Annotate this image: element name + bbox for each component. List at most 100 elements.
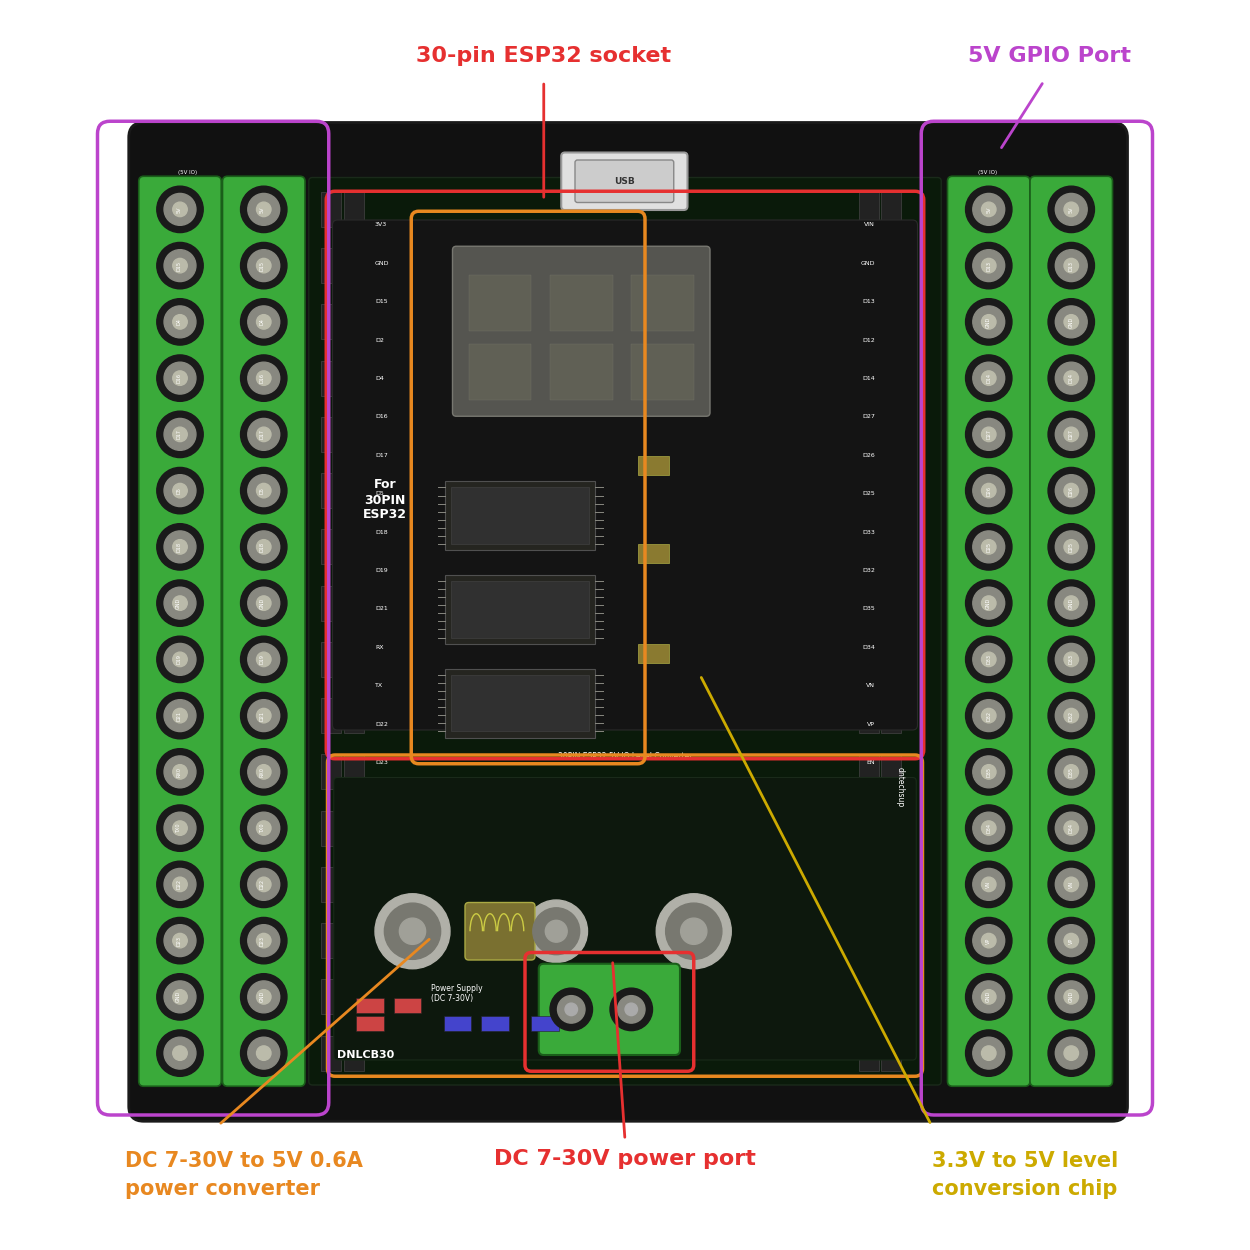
Text: D4: D4 bbox=[375, 376, 384, 381]
Circle shape bbox=[972, 362, 1005, 394]
Circle shape bbox=[240, 918, 288, 964]
Circle shape bbox=[1048, 580, 1095, 626]
Text: D25: D25 bbox=[1069, 542, 1074, 552]
Circle shape bbox=[164, 1038, 196, 1069]
FancyBboxPatch shape bbox=[309, 177, 941, 1085]
Circle shape bbox=[610, 988, 652, 1030]
Bar bbox=[881, 474, 901, 509]
Text: GND: GND bbox=[1069, 991, 1074, 1002]
Text: TX0: TX0 bbox=[260, 824, 265, 832]
FancyBboxPatch shape bbox=[451, 581, 589, 638]
Bar bbox=[344, 585, 364, 620]
FancyBboxPatch shape bbox=[356, 1016, 384, 1031]
Bar bbox=[344, 530, 364, 565]
Circle shape bbox=[1048, 918, 1095, 964]
Text: D17: D17 bbox=[260, 429, 265, 439]
Circle shape bbox=[981, 202, 996, 216]
Text: D2: D2 bbox=[375, 338, 384, 342]
Circle shape bbox=[240, 693, 288, 739]
Text: USB: USB bbox=[614, 176, 635, 186]
Circle shape bbox=[256, 202, 271, 216]
Circle shape bbox=[972, 925, 1005, 956]
Circle shape bbox=[1048, 355, 1095, 401]
Circle shape bbox=[1055, 419, 1088, 450]
Text: D26: D26 bbox=[1069, 486, 1074, 496]
Text: GND: GND bbox=[260, 598, 265, 609]
Text: D34: D34 bbox=[1069, 822, 1074, 832]
FancyBboxPatch shape bbox=[445, 575, 595, 644]
Text: (5V IO): (5V IO) bbox=[978, 170, 998, 175]
Circle shape bbox=[981, 259, 996, 272]
Text: 30-pin ESP32 socket: 30-pin ESP32 socket bbox=[416, 46, 671, 66]
Text: GND: GND bbox=[1069, 598, 1074, 609]
Circle shape bbox=[156, 242, 204, 289]
Text: D13: D13 bbox=[862, 299, 875, 304]
Circle shape bbox=[545, 920, 568, 942]
Text: DNLCB30: DNLCB30 bbox=[338, 1050, 395, 1060]
Text: D4: D4 bbox=[260, 319, 265, 325]
Circle shape bbox=[248, 812, 280, 844]
Bar bbox=[344, 642, 364, 678]
Circle shape bbox=[248, 194, 280, 225]
Circle shape bbox=[240, 861, 288, 907]
Circle shape bbox=[240, 524, 288, 570]
Bar bbox=[859, 474, 879, 509]
Circle shape bbox=[385, 902, 441, 960]
Bar bbox=[859, 698, 879, 732]
Text: D19: D19 bbox=[176, 655, 181, 664]
FancyBboxPatch shape bbox=[638, 644, 669, 662]
Circle shape bbox=[565, 1003, 578, 1015]
Circle shape bbox=[1048, 186, 1095, 232]
Bar bbox=[881, 642, 901, 678]
Bar bbox=[344, 810, 364, 845]
Bar bbox=[550, 344, 612, 400]
Text: Power Supply
(DC 7-30V): Power Supply (DC 7-30V) bbox=[431, 984, 482, 1004]
Circle shape bbox=[1055, 1038, 1088, 1069]
Bar bbox=[631, 275, 694, 331]
Circle shape bbox=[256, 259, 271, 272]
Text: D34: D34 bbox=[862, 645, 875, 650]
Circle shape bbox=[972, 588, 1005, 619]
Circle shape bbox=[164, 812, 196, 844]
Text: D23: D23 bbox=[260, 935, 265, 945]
Circle shape bbox=[972, 981, 1005, 1012]
Circle shape bbox=[240, 749, 288, 795]
Circle shape bbox=[156, 805, 204, 851]
Bar bbox=[344, 191, 364, 228]
Circle shape bbox=[1064, 484, 1079, 498]
Text: 5V: 5V bbox=[176, 206, 181, 212]
Circle shape bbox=[240, 974, 288, 1020]
Circle shape bbox=[972, 644, 1005, 675]
Circle shape bbox=[156, 411, 204, 458]
Text: D14: D14 bbox=[1069, 372, 1074, 382]
Circle shape bbox=[981, 821, 996, 835]
Circle shape bbox=[558, 995, 585, 1022]
Circle shape bbox=[240, 636, 288, 682]
Text: D17: D17 bbox=[375, 452, 388, 458]
Text: D26: D26 bbox=[986, 486, 991, 496]
Circle shape bbox=[1064, 821, 1079, 835]
Circle shape bbox=[240, 805, 288, 851]
Circle shape bbox=[1048, 749, 1095, 795]
Circle shape bbox=[1064, 765, 1079, 779]
Circle shape bbox=[981, 428, 996, 441]
Bar bbox=[859, 191, 879, 228]
Bar bbox=[881, 418, 901, 451]
Circle shape bbox=[1055, 475, 1088, 506]
Circle shape bbox=[248, 362, 280, 394]
Circle shape bbox=[164, 306, 196, 338]
Bar bbox=[859, 305, 879, 340]
Circle shape bbox=[1055, 194, 1088, 225]
Circle shape bbox=[1048, 693, 1095, 739]
FancyBboxPatch shape bbox=[531, 1016, 559, 1031]
Circle shape bbox=[1048, 299, 1095, 345]
Circle shape bbox=[972, 700, 1005, 731]
Circle shape bbox=[256, 540, 271, 554]
Bar bbox=[321, 305, 341, 340]
Circle shape bbox=[981, 371, 996, 385]
Circle shape bbox=[240, 1030, 288, 1076]
Circle shape bbox=[375, 894, 450, 969]
Circle shape bbox=[981, 484, 996, 498]
Bar bbox=[859, 980, 879, 1015]
FancyBboxPatch shape bbox=[1030, 176, 1112, 1086]
